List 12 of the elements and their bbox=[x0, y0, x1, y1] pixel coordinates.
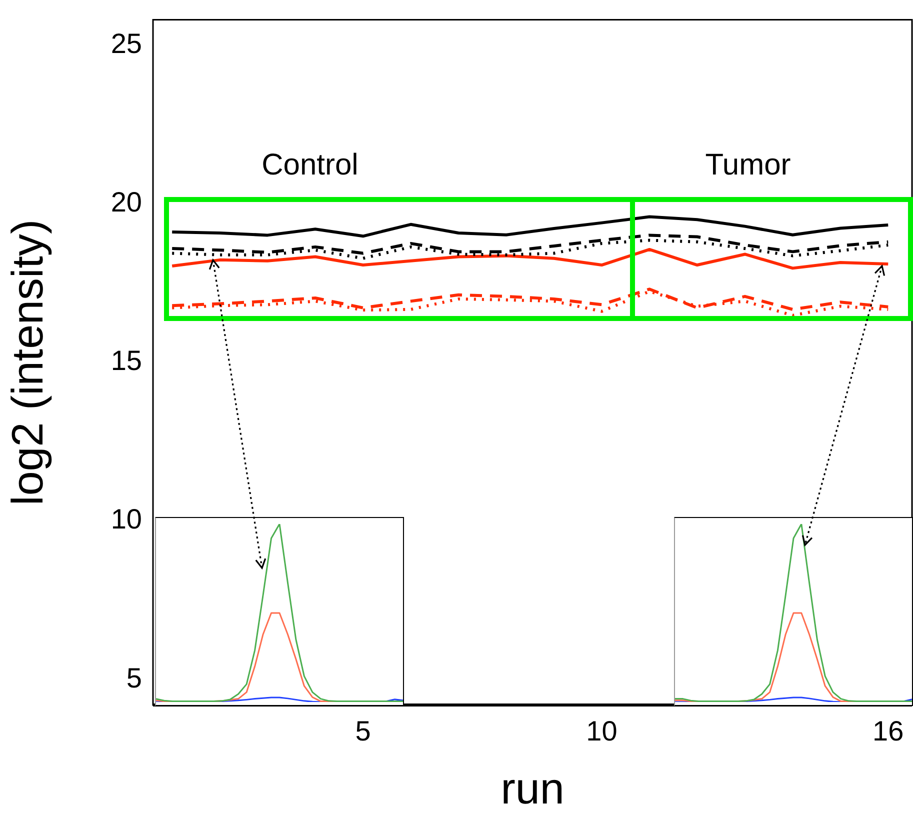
y-tick-label: 10 bbox=[110, 504, 142, 535]
x-tick-label: 5 bbox=[355, 716, 371, 747]
y-axis-title: log2 (intensity) bbox=[4, 219, 53, 506]
y-tick-label: 5 bbox=[126, 662, 142, 694]
annotation: Control bbox=[262, 148, 358, 182]
y-tick-label: 25 bbox=[110, 28, 142, 59]
y-tick-label: 15 bbox=[110, 345, 142, 376]
x-tick-label: 16 bbox=[872, 716, 904, 747]
x-axis-title: run bbox=[500, 764, 564, 814]
y-tick-label: 20 bbox=[110, 186, 142, 218]
annotation: Tumor bbox=[705, 148, 791, 182]
x-tick-label: 10 bbox=[586, 716, 618, 747]
